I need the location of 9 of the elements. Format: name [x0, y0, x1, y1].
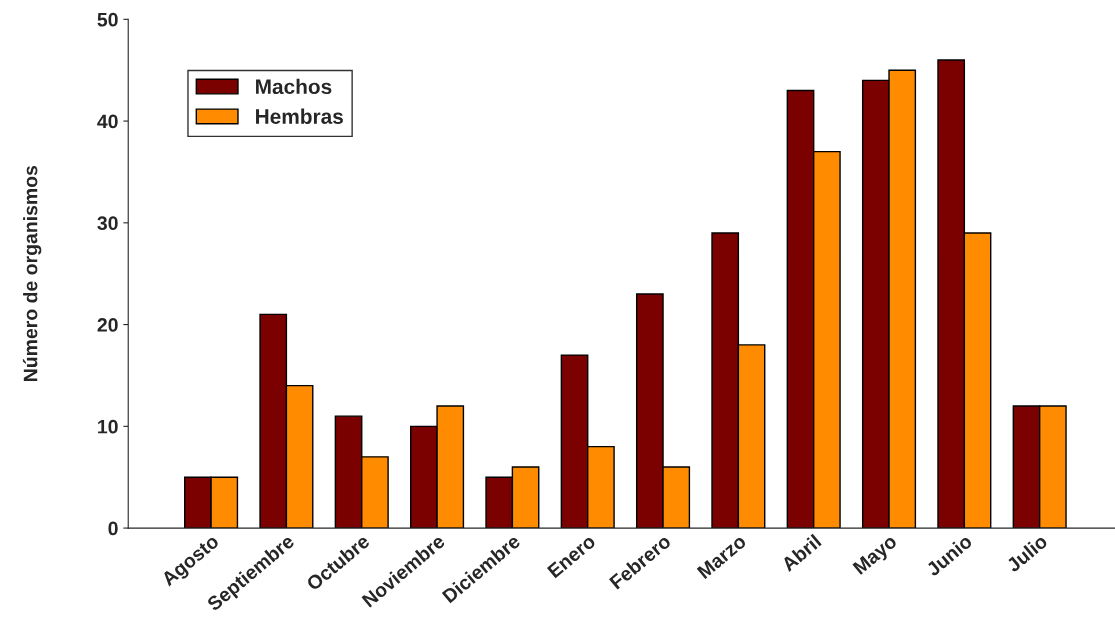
y-tick-label: 0: [108, 521, 118, 536]
y-tick-label: 50: [97, 12, 118, 27]
legend-label: Machos: [256, 78, 332, 95]
y-tick-label: 10: [98, 419, 118, 434]
legend-label: Hembras: [256, 108, 343, 124]
y-tick-label: 20: [97, 318, 118, 332]
y-axis-title: Número de organismos: [22, 165, 42, 381]
y-tick-label: 30: [97, 216, 118, 231]
y-tick-label: 40: [97, 114, 118, 129]
